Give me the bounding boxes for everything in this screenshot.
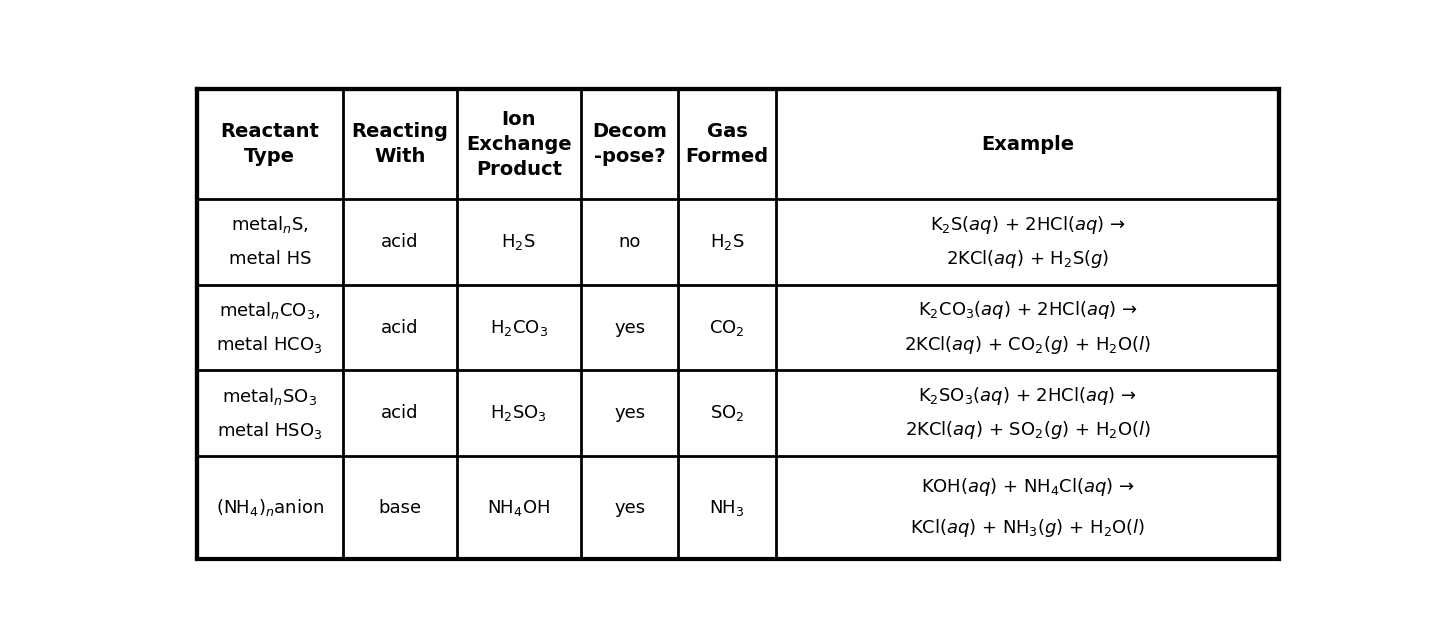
Text: no: no <box>619 233 641 251</box>
Text: H$_2$CO$_3$: H$_2$CO$_3$ <box>490 318 547 338</box>
Text: K$_2$SO$_3$($aq$) + 2HCl($aq$) →: K$_2$SO$_3$($aq$) + 2HCl($aq$) → <box>919 385 1138 407</box>
Text: Reacting
With: Reacting With <box>351 122 448 166</box>
Text: KOH($aq$) + NH$_4$Cl($aq$) →: KOH($aq$) + NH$_4$Cl($aq$) → <box>920 476 1135 498</box>
Text: CO$_2$: CO$_2$ <box>710 318 744 338</box>
Text: H$_2$S: H$_2$S <box>710 232 744 252</box>
Text: yes: yes <box>615 404 645 422</box>
Text: Decom
-pose?: Decom -pose? <box>592 122 667 166</box>
Text: KCl($aq$) + NH$_3$($g$) + H$_2$O($l$): KCl($aq$) + NH$_3$($g$) + H$_2$O($l$) <box>910 517 1145 539</box>
Text: metal HCO$_3$: metal HCO$_3$ <box>216 334 323 355</box>
Text: Gas
Formed: Gas Formed <box>685 122 769 166</box>
Text: acid: acid <box>382 318 419 336</box>
Text: acid: acid <box>382 233 419 251</box>
Text: 2KCl($aq$) + H$_2$S($g$): 2KCl($aq$) + H$_2$S($g$) <box>946 248 1109 270</box>
Text: metal$_n$CO$_3$,: metal$_n$CO$_3$, <box>219 300 321 321</box>
Text: yes: yes <box>615 499 645 517</box>
Text: base: base <box>379 499 422 517</box>
Text: Ion
Exchange
Product: Ion Exchange Product <box>467 110 572 178</box>
Text: H$_2$S: H$_2$S <box>501 232 536 252</box>
Text: NH$_4$OH: NH$_4$OH <box>487 498 550 517</box>
Text: 2KCl($aq$) + SO$_2$($g$) + H$_2$O($l$): 2KCl($aq$) + SO$_2$($g$) + H$_2$O($l$) <box>904 419 1151 442</box>
Text: K$_2$CO$_3$($aq$) + 2HCl($aq$) →: K$_2$CO$_3$($aq$) + 2HCl($aq$) → <box>917 300 1138 322</box>
Text: H$_2$SO$_3$: H$_2$SO$_3$ <box>490 403 547 423</box>
Text: SO$_2$: SO$_2$ <box>710 403 744 423</box>
Text: acid: acid <box>382 404 419 422</box>
Text: K$_2$S($aq$) + 2HCl($aq$) →: K$_2$S($aq$) + 2HCl($aq$) → <box>930 214 1126 236</box>
Text: metal$_n$S,: metal$_n$S, <box>230 214 308 236</box>
Text: 2KCl($aq$) + CO$_2$($g$) + H$_2$O($l$): 2KCl($aq$) + CO$_2$($g$) + H$_2$O($l$) <box>904 334 1151 356</box>
Text: Example: Example <box>981 135 1074 153</box>
Text: metal$_n$SO$_3$: metal$_n$SO$_3$ <box>222 386 317 406</box>
Text: metal HSO$_3$: metal HSO$_3$ <box>217 420 323 441</box>
Text: Reactant
Type: Reactant Type <box>220 122 320 166</box>
Text: (NH$_4$)$_n$anion: (NH$_4$)$_n$anion <box>216 497 324 518</box>
Text: yes: yes <box>615 318 645 336</box>
Text: NH$_3$: NH$_3$ <box>710 498 744 517</box>
Text: metal HS: metal HS <box>229 250 311 268</box>
